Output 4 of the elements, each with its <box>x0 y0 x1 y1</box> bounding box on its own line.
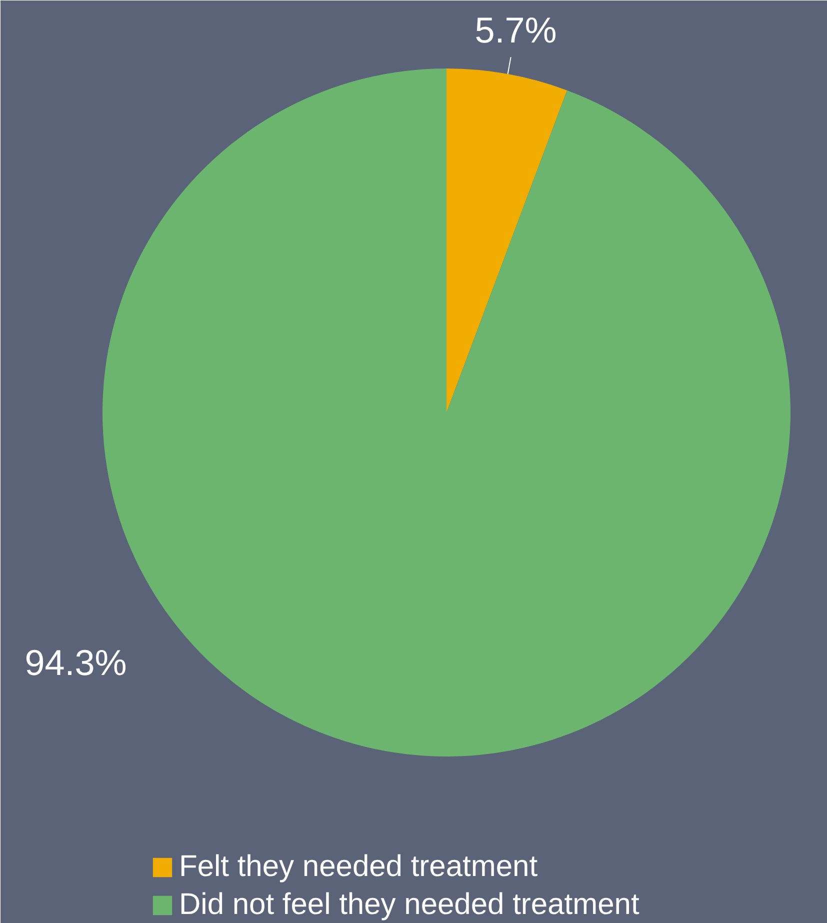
data-label: 5.7% <box>474 9 557 50</box>
legend-label: Felt they needed treatment <box>179 849 538 885</box>
data-label: 94.3% <box>24 642 127 684</box>
legend-label: Did not feel they needed treatment <box>179 887 640 923</box>
